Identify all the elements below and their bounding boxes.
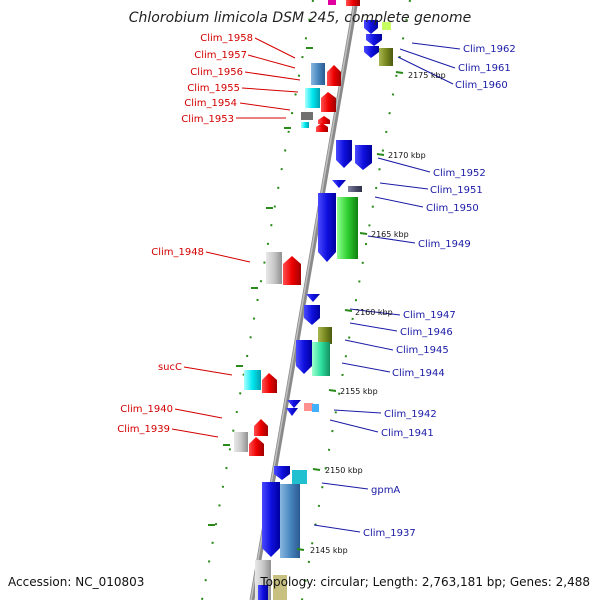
gene-clim-1960-olive[interactable] (379, 48, 393, 66)
gene-sucC[interactable] (244, 370, 261, 390)
gene-clim-1952-b[interactable] (355, 145, 372, 170)
label-connectors (171, 37, 461, 533)
gene-clim-1944[interactable] (312, 342, 330, 376)
tick-label-2150: 2150 kbp (325, 466, 363, 475)
gene-clim-1962-top[interactable] (364, 20, 378, 34)
gene-label-clim-1940[interactable]: Clim_1940 (120, 404, 173, 415)
gene-clim-1962-light[interactable] (382, 22, 391, 30)
gene-clim-1937[interactable] (280, 484, 300, 558)
inner-track-ticks (208, 47, 313, 526)
gene-clim-1957[interactable] (311, 63, 325, 85)
gene-label-clim-1956[interactable]: Clim_1956 (190, 67, 243, 78)
gene-label-clim-1941[interactable]: Clim_1941 (381, 428, 434, 439)
tick-label-2160: 2160 kbp (355, 308, 393, 317)
gene-clim-1939-grey[interactable] (234, 432, 248, 452)
gene-clim-1939[interactable] (249, 437, 264, 456)
gene-clim-1950[interactable] (337, 197, 358, 259)
kbp-tick-marks (296, 71, 404, 551)
forward-strand-genes (234, 0, 360, 456)
gene-clim-1947[interactable] (306, 294, 320, 302)
gene-label-clim-1954[interactable]: Clim_1954 (184, 98, 237, 109)
gene-label-clim-1947[interactable]: Clim_1947 (403, 310, 456, 321)
gene-clim-1955[interactable] (305, 88, 320, 108)
gene-gpmA-partner[interactable] (274, 466, 290, 480)
gene-label-clim-1961[interactable]: Clim_1961 (458, 63, 511, 74)
gene-clim-1954[interactable] (321, 92, 336, 112)
gene-label-clim-1948[interactable]: Clim_1948 (151, 247, 204, 258)
gene-top-magenta[interactable] (328, 0, 336, 5)
gene-clim-1952-a[interactable] (336, 140, 352, 168)
gene-label-clim-1939[interactable]: Clim_1939 (117, 424, 170, 435)
gene-label-clim-1957[interactable]: Clim_1957 (194, 50, 247, 61)
gene-clim-1942-a[interactable] (287, 400, 301, 408)
gene-clim-1948-grey[interactable] (266, 252, 282, 284)
reverse-strand-genes (255, 20, 393, 600)
gene-clim-1946[interactable] (304, 305, 320, 325)
gene-label-clim-1942[interactable]: Clim_1942 (384, 409, 437, 420)
gene-clim-1946-olive[interactable] (318, 327, 332, 344)
outer-track-guide (301, 0, 411, 600)
gene-clim-1949[interactable] (318, 193, 336, 262)
gene-gpmA[interactable] (292, 470, 307, 484)
gene-clim-1953[interactable] (301, 112, 313, 120)
gene-small-red-a[interactable] (318, 116, 330, 124)
topology-summary: Topology: circular; Length: 2,763,181 bp… (259, 575, 590, 589)
gene-label-clim-1950[interactable]: Clim_1950 (426, 203, 479, 214)
gene-label-clim-1937[interactable]: Clim_1937 (363, 528, 416, 539)
tick-label-2145: 2145 kbp (310, 546, 348, 555)
gene-label-clim-1962[interactable]: Clim_1962 (463, 44, 516, 55)
tick-label-2170: 2170 kbp (388, 151, 426, 160)
gene-bottom-blue[interactable] (258, 585, 268, 600)
gene-clim-1945[interactable] (296, 340, 312, 374)
gene-label-clim-1945[interactable]: Clim_1945 (396, 345, 449, 356)
gene-label-clim-1949[interactable]: Clim_1949 (418, 239, 471, 250)
gene-label-sucC[interactable]: sucC (158, 362, 182, 373)
gene-clim-1942[interactable] (304, 403, 313, 411)
gene-label-clim-1944[interactable]: Clim_1944 (392, 368, 445, 379)
forward-gene-labels: Clim_1958 Clim_1957 Clim_1956 Clim_1955 … (117, 33, 253, 435)
tick-label-2165: 2165 kbp (371, 230, 409, 239)
gene-label-clim-1960[interactable]: Clim_1960 (455, 80, 508, 91)
gene-small-cyan[interactable] (301, 122, 309, 128)
gene-label-clim-1958[interactable]: Clim_1958 (200, 33, 253, 44)
gene-clim-1937-blue[interactable] (262, 482, 280, 557)
gene-label-clim-1955[interactable]: Clim_1955 (187, 83, 240, 94)
gene-top-red[interactable] (346, 0, 360, 6)
gene-label-gpmA[interactable]: gpmA (371, 485, 400, 496)
gene-clim-1960[interactable] (364, 46, 379, 58)
tick-label-2175: 2175 kbp (408, 71, 446, 80)
accession-label: Accession: NC_010803 (8, 575, 144, 589)
gene-small-red-b[interactable] (316, 123, 328, 132)
gene-label-clim-1953[interactable]: Clim_1953 (181, 114, 234, 125)
gene-clim-1951[interactable] (332, 180, 346, 188)
inner-track-guide (201, 0, 314, 600)
gene-label-clim-1951[interactable]: Clim_1951 (430, 185, 483, 196)
gene-bottom-olive[interactable] (273, 575, 287, 600)
gene-clim-1940[interactable] (254, 419, 268, 436)
gene-label-clim-1952[interactable]: Clim_1952 (433, 168, 486, 179)
tick-label-2155: 2155 kbp (340, 387, 378, 396)
gene-clim-1961[interactable] (366, 34, 382, 46)
gene-clim-1941[interactable] (286, 408, 298, 416)
kbp-tick-labels: 2175 kbp 2170 kbp 2165 kbp 2160 kbp 2155… (310, 71, 446, 555)
gene-clim-1942-b[interactable] (312, 404, 319, 412)
gene-sucC-partner[interactable] (262, 373, 277, 393)
gene-clim-1956[interactable] (327, 65, 341, 86)
reverse-gene-labels: Clim_1962 Clim_1961 Clim_1960 Clim_1952 … (363, 44, 516, 539)
gene-clim-1950-slate[interactable] (348, 186, 362, 192)
gene-clim-1948[interactable] (283, 256, 301, 285)
genome-title: Chlorobium limicola DSM 245, complete ge… (129, 10, 472, 26)
gene-label-clim-1946[interactable]: Clim_1946 (400, 327, 453, 338)
